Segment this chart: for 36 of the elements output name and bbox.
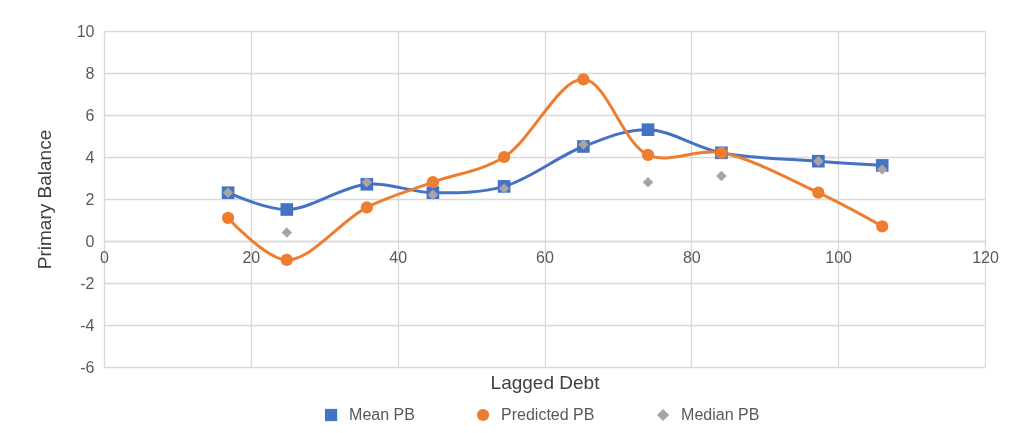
- x-tick-label: 60: [536, 248, 554, 266]
- x-tick-label: 80: [682, 248, 701, 266]
- y-tick-label: -2: [80, 274, 95, 292]
- point: [426, 176, 440, 189]
- y-tick-label: 4: [85, 148, 95, 166]
- y-tick-label: -6: [80, 358, 95, 376]
- x-tick-label: 100: [825, 248, 853, 266]
- y-tick-label: 0: [85, 232, 95, 250]
- point: [360, 201, 373, 214]
- point: [498, 150, 511, 164]
- x-tick-label: 0: [100, 248, 110, 266]
- point: [280, 203, 294, 216]
- point: [642, 176, 654, 188]
- point: [641, 148, 655, 162]
- x-tick-label: 20: [242, 248, 261, 266]
- x-tick-label: 40: [389, 248, 408, 266]
- point: [812, 186, 825, 199]
- legend-label: Mean PB: [349, 406, 415, 423]
- point: [716, 170, 727, 182]
- point: [281, 227, 293, 238]
- point: [280, 253, 293, 267]
- y-tick-label: 2: [85, 190, 95, 208]
- legend-label: Median PB: [681, 406, 760, 423]
- y-axis-title: Primary Balance: [33, 129, 55, 270]
- x-tick-label: 120: [972, 248, 999, 266]
- point: [221, 211, 235, 225]
- point: [641, 123, 655, 137]
- point: [876, 220, 889, 233]
- point: [876, 164, 888, 175]
- y-tick-label: 6: [85, 106, 95, 124]
- y-tick-label: -4: [80, 316, 95, 334]
- legend-label: Predicted PB: [501, 406, 595, 423]
- x-axis-title: Lagged Debt: [490, 371, 601, 393]
- point: [577, 73, 590, 86]
- y-tick-label: 8: [85, 64, 95, 82]
- y-tick-label: 10: [76, 22, 95, 40]
